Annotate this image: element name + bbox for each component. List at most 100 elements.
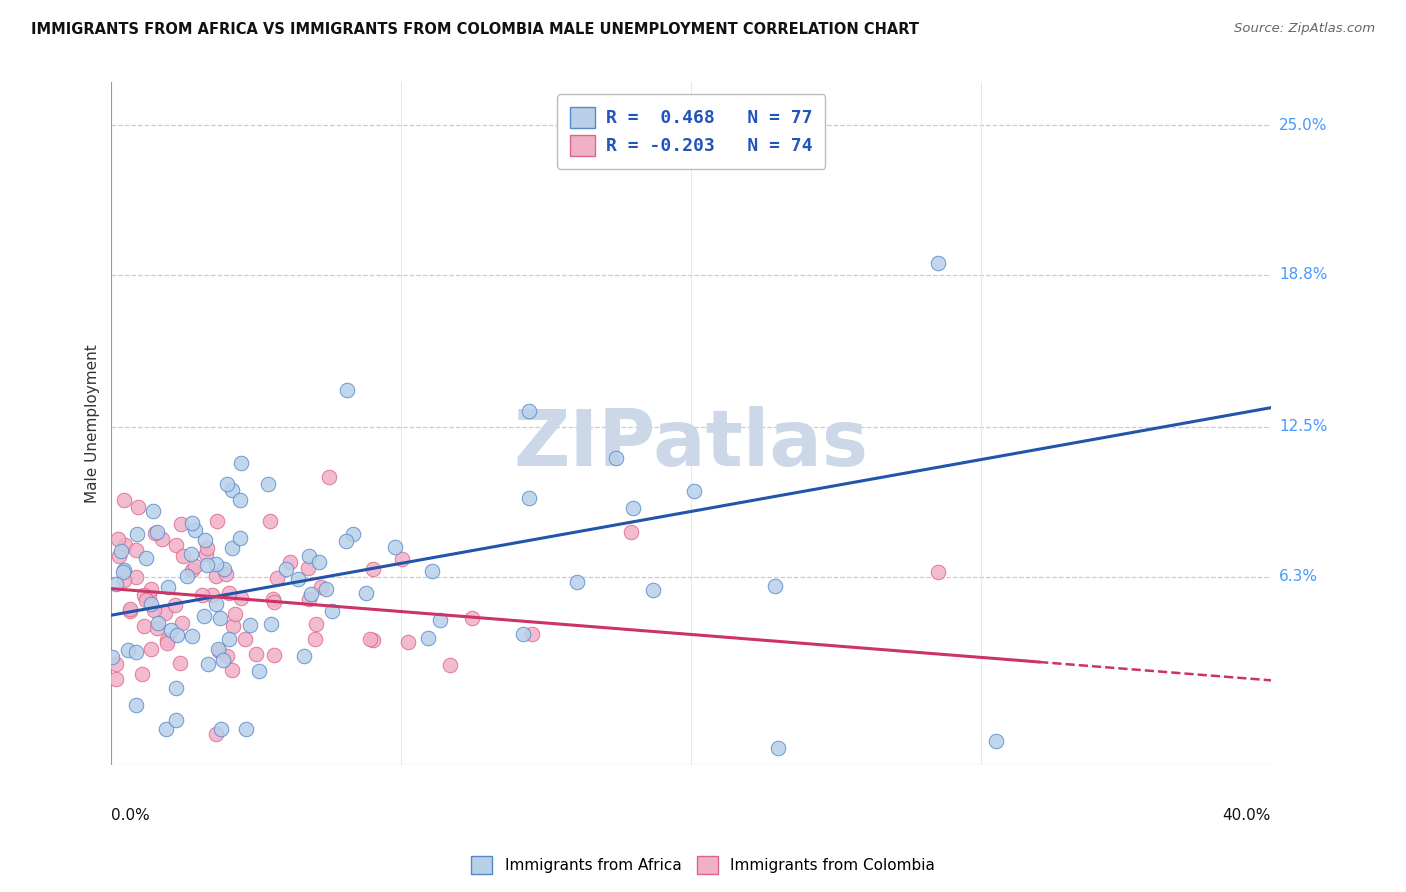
- Point: [134, 619, 156, 633]
- Point: [766, 740, 789, 755]
- Point: [107, 549, 129, 563]
- Point: [420, 564, 443, 578]
- Text: IMMIGRANTS FROM AFRICA VS IMMIGRANTS FROM COLOMBIA MALE UNEMPLOYMENT CORRELATION: IMMIGRANTS FROM AFRICA VS IMMIGRANTS FRO…: [31, 22, 920, 37]
- Point: [131, 666, 153, 681]
- Point: [619, 525, 641, 540]
- Point: [217, 477, 239, 491]
- Point: [321, 605, 343, 619]
- Point: [205, 568, 228, 582]
- Point: [180, 547, 202, 561]
- Point: [184, 523, 207, 537]
- Point: [927, 256, 949, 270]
- Point: [153, 606, 176, 620]
- Point: [195, 541, 218, 555]
- Point: [221, 541, 243, 555]
- Point: [166, 628, 188, 642]
- Point: [565, 574, 588, 589]
- Point: [208, 610, 231, 624]
- Point: [221, 483, 243, 497]
- Point: [287, 573, 309, 587]
- Point: [125, 527, 148, 541]
- Point: [235, 722, 257, 736]
- Text: 0.0%: 0.0%: [111, 808, 150, 823]
- Point: [363, 632, 385, 647]
- Point: [112, 564, 135, 578]
- Point: [512, 627, 534, 641]
- Point: [208, 644, 231, 658]
- Point: [318, 470, 340, 484]
- Point: [260, 616, 283, 631]
- Point: [165, 714, 187, 728]
- Point: [984, 733, 1007, 747]
- Point: [517, 404, 540, 418]
- Point: [262, 592, 284, 607]
- Point: [193, 609, 215, 624]
- Point: [336, 383, 359, 397]
- Point: [184, 558, 207, 573]
- Point: [172, 549, 194, 563]
- Point: [276, 562, 298, 576]
- Point: [396, 635, 419, 649]
- Point: [111, 770, 134, 784]
- Point: [245, 647, 267, 661]
- Point: [169, 656, 191, 670]
- Point: [593, 130, 616, 145]
- Point: [641, 583, 664, 598]
- Point: [146, 615, 169, 630]
- Point: [181, 563, 204, 577]
- Point: [221, 663, 243, 677]
- Point: [201, 588, 224, 602]
- Point: [763, 579, 786, 593]
- Point: [391, 551, 413, 566]
- Legend: R =  0.468   N = 77, R = -0.203   N = 74: R = 0.468 N = 77, R = -0.203 N = 74: [557, 95, 825, 169]
- Point: [205, 727, 228, 741]
- Point: [107, 532, 129, 546]
- Point: [135, 592, 157, 607]
- Point: [215, 648, 238, 663]
- Point: [163, 598, 186, 612]
- Point: [229, 456, 252, 470]
- Point: [439, 657, 461, 672]
- Point: [522, 626, 544, 640]
- Point: [214, 562, 236, 576]
- Point: [141, 597, 163, 611]
- Point: [150, 533, 173, 547]
- Point: [205, 557, 228, 571]
- Point: [146, 524, 169, 539]
- Point: [117, 643, 139, 657]
- Point: [127, 500, 149, 514]
- Point: [197, 657, 219, 672]
- Point: [112, 573, 135, 587]
- Point: [256, 476, 278, 491]
- Text: 6.3%: 6.3%: [1279, 569, 1319, 584]
- Legend: Immigrants from Africa, Immigrants from Colombia: Immigrants from Africa, Immigrants from …: [465, 850, 941, 880]
- Point: [222, 619, 245, 633]
- Text: Source: ZipAtlas.com: Source: ZipAtlas.com: [1234, 22, 1375, 36]
- Point: [118, 602, 141, 616]
- Point: [142, 504, 165, 518]
- Point: [229, 532, 252, 546]
- Point: [308, 555, 330, 569]
- Text: 18.8%: 18.8%: [1279, 268, 1327, 283]
- Point: [105, 672, 128, 686]
- Text: ZIPatlas: ZIPatlas: [513, 406, 869, 482]
- Point: [165, 538, 187, 552]
- Point: [143, 525, 166, 540]
- Point: [429, 613, 451, 627]
- Point: [194, 547, 217, 561]
- Point: [191, 588, 214, 602]
- Point: [304, 632, 326, 646]
- Point: [125, 645, 148, 659]
- Point: [927, 565, 949, 579]
- Point: [104, 657, 127, 672]
- Point: [215, 567, 238, 582]
- Point: [114, 538, 136, 552]
- Point: [194, 533, 217, 547]
- Point: [342, 526, 364, 541]
- Point: [384, 541, 406, 555]
- Point: [621, 501, 644, 516]
- Point: [165, 681, 187, 696]
- Point: [315, 582, 337, 596]
- Point: [110, 544, 132, 558]
- Point: [156, 580, 179, 594]
